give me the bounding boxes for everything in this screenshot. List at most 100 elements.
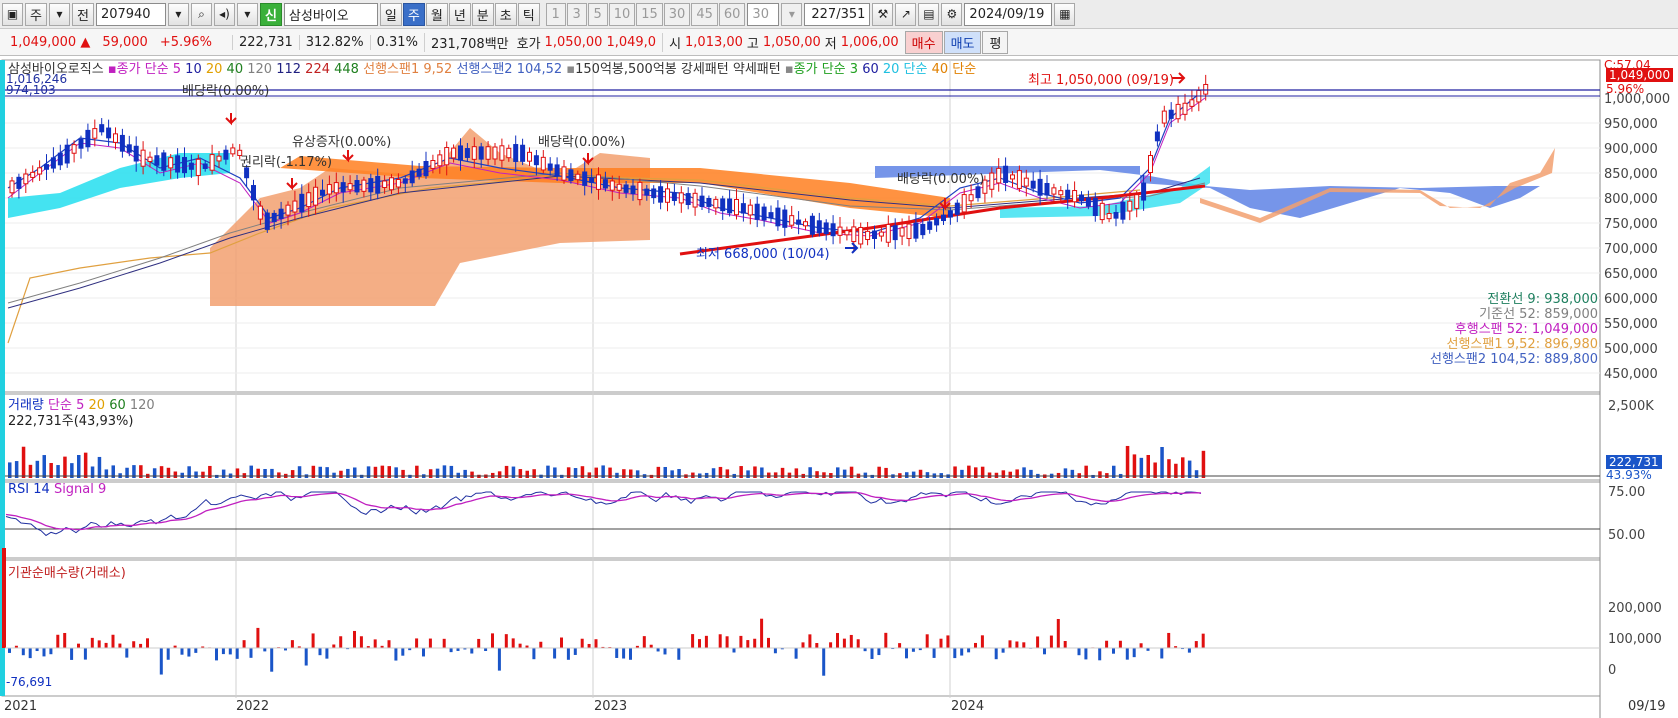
bar-total-value: /351: [836, 6, 866, 22]
cloud-blue-right: [875, 166, 1540, 218]
institution-bar: [615, 648, 619, 658]
candle-body: [644, 188, 650, 196]
left-scroll-strip[interactable]: [0, 60, 5, 696]
date-input[interactable]: 2024/09/19: [964, 2, 1053, 26]
volume-bar: [449, 465, 454, 478]
period-tick-button[interactable]: 틱: [517, 2, 540, 26]
code-dropdown-arrow-icon[interactable]: ▾: [167, 2, 189, 26]
buy-button[interactable]: 매수: [904, 30, 943, 54]
volume-bar: [159, 466, 164, 478]
interval-10-button[interactable]: 10: [608, 2, 636, 26]
candle-body: [1079, 194, 1084, 202]
readout-lagging-label: 후행스팬 52: [1454, 322, 1524, 337]
save-icon[interactable]: ▤: [918, 2, 940, 26]
price-legend: 삼성바이오로직스 ▪종가 단순 5 10 20 40 120 112 224 4…: [8, 62, 977, 77]
volume-bar: [663, 466, 667, 478]
period-second-button[interactable]: 초: [494, 2, 517, 26]
volume-bar: [967, 465, 971, 478]
volume-bar: [104, 469, 109, 478]
candle-body: [506, 147, 512, 159]
candle-body: [1010, 174, 1015, 180]
interval-30-button[interactable]: 30: [663, 2, 691, 26]
period-minute-button[interactable]: 분: [471, 2, 494, 26]
institution-bar: [808, 634, 812, 648]
candle-body: [326, 184, 332, 195]
interval-3-button[interactable]: 3: [566, 2, 587, 26]
institution-bar: [974, 642, 977, 648]
layout-icon[interactable]: ▣: [2, 2, 23, 26]
search-icon[interactable]: ⌕: [190, 2, 212, 26]
candle-body: [230, 147, 236, 155]
volume-bar: [511, 466, 516, 478]
draw-tool-icon[interactable]: ↗: [895, 2, 917, 26]
interval-45-button[interactable]: 45: [691, 2, 718, 26]
candle-body: [734, 198, 739, 216]
interval-arrow-icon[interactable]: ▾: [781, 2, 803, 26]
period-combo-arrow-icon[interactable]: ▾: [48, 2, 70, 26]
candle-body: [78, 138, 84, 149]
prev-button[interactable]: 전: [71, 2, 94, 26]
speaker-icon[interactable]: ◂): [213, 2, 235, 26]
institution-bar: [1036, 636, 1040, 648]
interval-60-label: 60: [723, 6, 741, 22]
institution-bar: [1098, 648, 1102, 661]
volume-bar: [28, 464, 33, 478]
volume-sub: 222,731주(43,93%): [8, 414, 134, 429]
institution-bar: [622, 648, 626, 659]
high-value: 1,050,00: [762, 34, 821, 50]
volume-bar: [739, 466, 743, 478]
candle-body: [264, 212, 270, 230]
interval-15-button[interactable]: 15: [636, 2, 663, 26]
sell-button[interactable]: 매도: [943, 30, 982, 54]
institution-bar: [35, 648, 39, 652]
volume-bar: [263, 468, 267, 478]
prev-label: 전: [76, 8, 89, 24]
chart-area[interactable]: 1,000,000 950,000 900,000 850,000 800,000 750…: [0, 58, 1678, 718]
volume-bar: [311, 465, 316, 478]
readout-span1-value: 896,980: [1544, 337, 1598, 352]
period-year-button[interactable]: 년: [448, 2, 471, 26]
interval-60-button[interactable]: 60: [718, 2, 746, 26]
period-month-button[interactable]: 월: [425, 2, 448, 26]
readout-span2-label: 선행스팬2 104,52: [1429, 352, 1536, 367]
institution-bar: [187, 648, 191, 657]
institution-bar: [401, 648, 405, 656]
speaker-arrow-icon[interactable]: ▾: [236, 2, 258, 26]
institution-bar: [463, 648, 467, 650]
volume-bar: [974, 467, 978, 478]
institution-bar: [146, 638, 149, 648]
volume-bar: [83, 452, 88, 478]
volume-bar: [97, 456, 102, 478]
chart-canvas[interactable]: 1,000,000 950,000 900,000 850,000 800,000 750…: [0, 58, 1678, 718]
readout-span1: 선행스팬1 9,52: 896,980: [1446, 337, 1598, 352]
institution-bar: [884, 632, 888, 648]
volume-bar: [387, 466, 391, 478]
legend-vol-ma120: 120: [129, 398, 155, 413]
institution-bar: [318, 648, 322, 656]
calendar-icon[interactable]: ▦: [1054, 2, 1076, 26]
candle-body: [106, 127, 112, 139]
institution-bar: [504, 634, 508, 648]
candle-body: [803, 221, 808, 227]
stock-code-input[interactable]: 207940: [95, 2, 166, 26]
rsi-tick-75: 75.00: [1608, 485, 1646, 500]
volume-bar: [187, 466, 191, 478]
indicator-icon[interactable]: ⚒: [872, 2, 894, 26]
period-day-button[interactable]: 일: [379, 2, 402, 26]
period-week-button[interactable]: 주: [402, 2, 425, 26]
interval-5-button[interactable]: 5: [587, 2, 608, 26]
eval-button[interactable]: 평: [982, 30, 1009, 54]
volume-bar: [836, 467, 840, 478]
period-combo[interactable]: 주: [25, 2, 47, 26]
interval-input[interactable]: 30: [747, 2, 780, 26]
candle-body: [126, 144, 132, 153]
interval-1-button[interactable]: 1: [545, 2, 566, 26]
bar-count-field[interactable]: 227/351: [804, 2, 871, 26]
institution-bar: [166, 648, 170, 660]
institution-bar: [394, 648, 398, 661]
volume-bar: [987, 472, 992, 478]
gear-icon[interactable]: ⚙: [941, 2, 963, 26]
stock-name-field[interactable]: 삼성바이오: [283, 2, 378, 26]
low-value: 1,006,00: [840, 34, 899, 50]
candle-body: [1120, 201, 1126, 220]
